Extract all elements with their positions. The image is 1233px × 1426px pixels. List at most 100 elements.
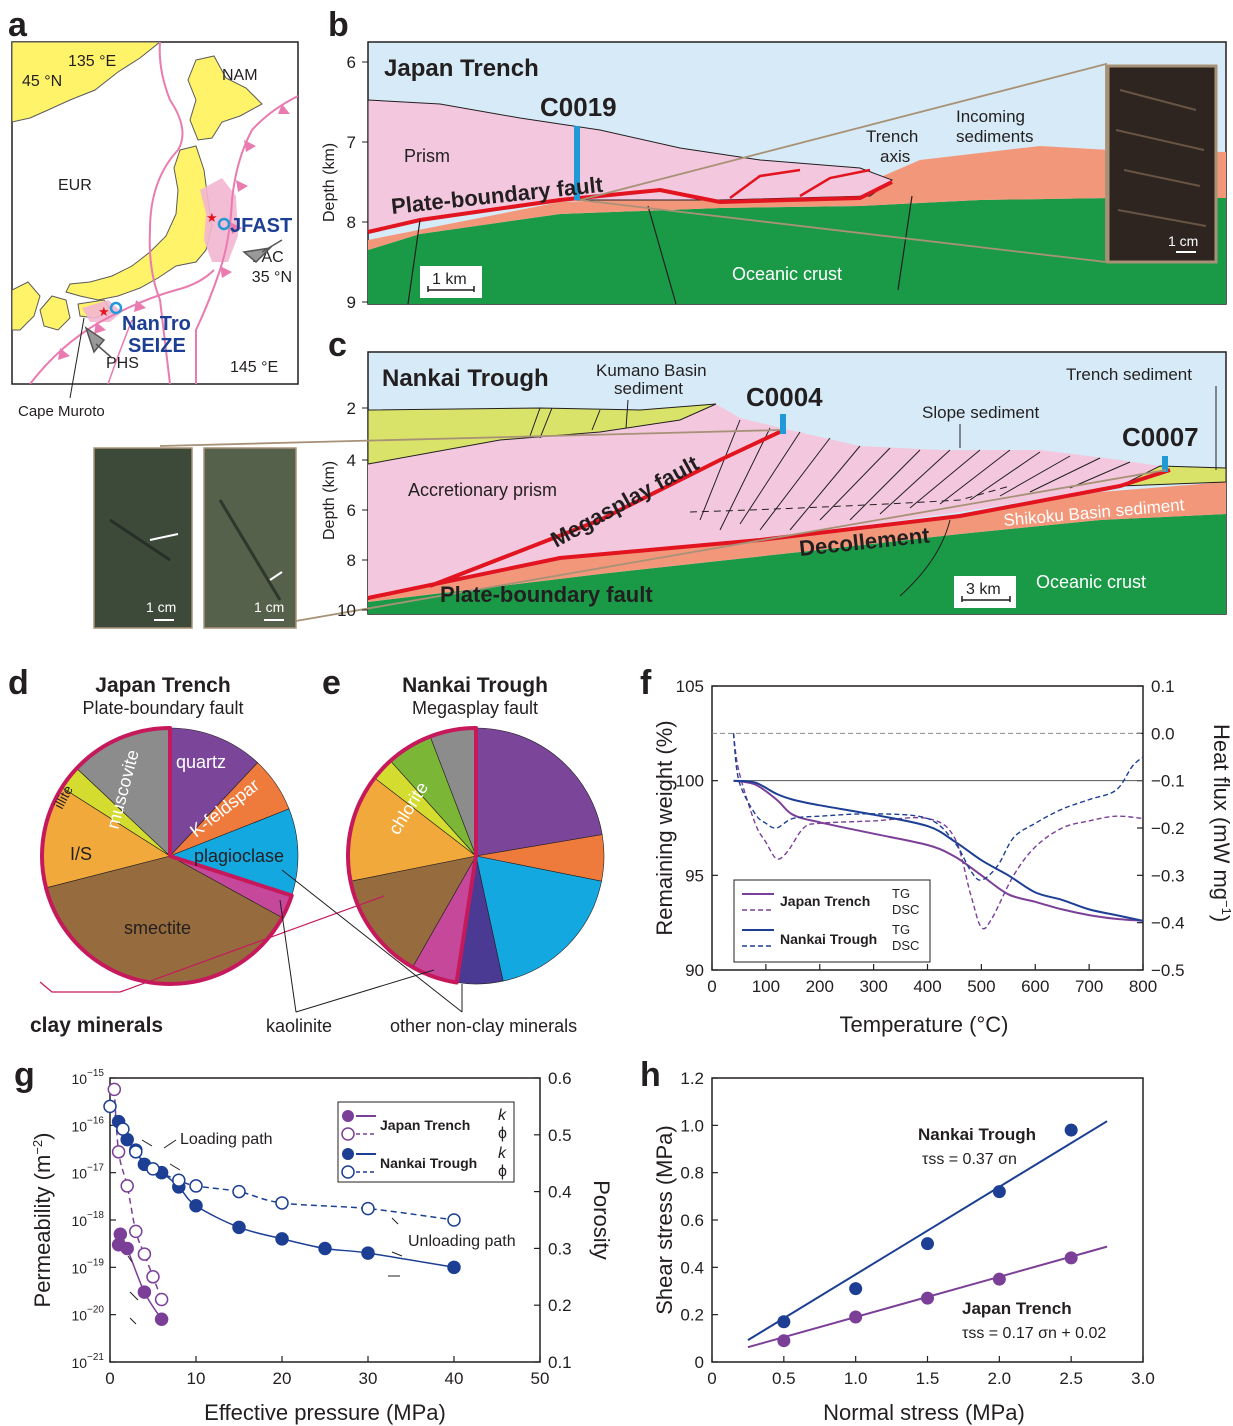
point-japan-trench	[849, 1310, 863, 1324]
trench-sediment-label: Trench sediment	[1066, 365, 1192, 384]
tick-label: 2.5	[1059, 1369, 1083, 1388]
map-lon-bottom: 145 °E	[230, 359, 278, 376]
oceanic-crust-b	[368, 198, 1226, 304]
axis-c: 2 4 6 8 10 Depth (km)	[321, 399, 368, 620]
oceanic-crust-label-c: Oceanic crust	[1036, 572, 1146, 592]
slice-label-plagioclase: plagioclase	[194, 846, 284, 866]
incoming-label-2: sediments	[956, 127, 1033, 146]
panel-d-subtitle: Plate-boundary fault	[82, 698, 243, 718]
tick-label: 1.0	[844, 1369, 868, 1388]
pie-chart-e	[346, 726, 605, 985]
site-c0004-marker	[780, 414, 786, 434]
tick-label: 10−18	[71, 1210, 104, 1229]
point-nankai-trough-	[232, 1184, 246, 1199]
point-japan-trench-	[111, 1145, 126, 1159]
plate-eur: EUR	[58, 177, 92, 194]
tick-label: 10−20	[71, 1305, 104, 1324]
panel-f-label: f	[640, 664, 652, 702]
point-nankai-trough	[992, 1185, 1006, 1199]
tick-label: 0	[695, 1353, 704, 1372]
epicenter-star-icon: ★	[206, 210, 218, 225]
panel-g-label: g	[14, 1056, 35, 1094]
tick-label: 10−16	[71, 1115, 104, 1134]
series-nankai-trough-dsc	[732, 733, 1144, 881]
clay-minerals-outline	[346, 726, 478, 985]
panel-d: d Japan Trench Plate-boundary fault quar…	[8, 664, 299, 986]
point-japan-trench	[992, 1272, 1006, 1286]
point-japan-trench-	[120, 1179, 134, 1193]
tick-label: 95	[685, 866, 704, 885]
panel-c-title: Nankai Trough	[382, 365, 549, 392]
point-japan-trench	[777, 1334, 791, 1348]
tick-label: 10−21	[71, 1352, 104, 1371]
panel-e-label: e	[322, 664, 341, 702]
tick-label: 400	[913, 977, 941, 996]
plate-nam: NAM	[222, 67, 258, 84]
point-nankai-trough-	[447, 1213, 461, 1227]
tick-label: 1.5	[916, 1369, 940, 1388]
legend-f-tg2: TG	[892, 922, 910, 937]
map-lon-top: 135 °E	[68, 53, 116, 70]
plate-phs: PHS	[106, 355, 139, 372]
photo-scale-c2: 1 cm	[254, 599, 284, 615]
tick-label: 0.2	[680, 1306, 704, 1325]
prism-label-b: Prism	[404, 146, 450, 166]
ytick-c: 6	[347, 501, 356, 520]
point-nankai-trough-	[189, 1179, 203, 1193]
legend-g: Japan Trench Nankai Trough k ϕ k ϕ	[337, 1101, 515, 1183]
point-nankai-trough	[849, 1282, 863, 1296]
tick-label: 0.3	[548, 1239, 572, 1258]
tick-label: 30	[359, 1369, 378, 1388]
tick-label: 0.1	[548, 1353, 572, 1372]
panel-b: b C0019 1 cm Japan Trench Prism Plate-bo…	[321, 6, 1227, 312]
pie-slice-quartz	[169, 727, 259, 857]
tick-label: 0	[707, 977, 716, 996]
slice-label-is: I/S	[70, 844, 92, 864]
point-japan-trench-	[137, 1247, 152, 1261]
series-japan-trench-tg	[733, 779, 1144, 922]
core-photo-megasplay	[93, 447, 193, 629]
point-nankai-trough-	[172, 1173, 186, 1187]
epicenter-star-icon: ★	[98, 304, 110, 319]
site-c0007-marker	[1162, 456, 1168, 472]
xlabel-g: Effective pressure (MPa)	[204, 1400, 446, 1425]
site-c0007-label: C0007	[1122, 422, 1199, 452]
point-nankai-trough-k	[361, 1246, 375, 1260]
tick-label: 200	[806, 977, 834, 996]
jfast-label: JFAST	[230, 215, 292, 237]
clay-minerals-callout: clay minerals	[30, 1014, 163, 1037]
other-nonclay-callout: other non-clay minerals	[390, 1016, 577, 1036]
xlabel-f: Temperature (°C)	[840, 1012, 1009, 1037]
tick-label: 2.0	[988, 1369, 1012, 1388]
site-c0019-marker	[574, 126, 580, 200]
tick-label: −0.4	[1151, 914, 1185, 933]
panel-c: c C0004 C0007 1 cm 1	[93, 326, 1227, 629]
point-japan-trench-k	[137, 1285, 152, 1299]
jt-label-h: Japan Trench	[962, 1299, 1072, 1318]
tick-label: 0.0	[1151, 724, 1175, 743]
plot-frame-h	[711, 1077, 1144, 1363]
series-h	[747, 1120, 1108, 1349]
legend-g-jt: Japan Trench	[380, 1117, 470, 1133]
point-nankai-trough	[921, 1237, 934, 1251]
site-c0004-label: C0004	[746, 382, 823, 412]
point-japan-trench-k	[154, 1312, 169, 1327]
ytick-c: 10	[337, 601, 356, 620]
pie-chart-d	[40, 726, 299, 986]
point-japan-trench-	[154, 1292, 169, 1307]
legend-f-dsc: DSC	[892, 902, 919, 917]
map-lat-mid: 35 °N	[252, 269, 292, 286]
plate-boundary-fault-label-c: Plate-boundary fault	[440, 582, 653, 607]
pac-motion-arrow-icon	[242, 239, 283, 264]
panel-b-label: b	[328, 6, 349, 44]
point-nankai-trough	[1064, 1123, 1078, 1137]
fit-line-nankai-trough	[747, 1120, 1108, 1341]
ytick-b: 9	[347, 293, 356, 312]
oceanic-crust-label-b: Oceanic crust	[732, 264, 842, 284]
tick-label: 50	[531, 1369, 550, 1388]
pie-slice-quartz	[475, 727, 603, 857]
point-nankai-trough-	[275, 1196, 289, 1210]
tick-label: 100	[676, 772, 704, 791]
point-nankai-trough-	[103, 1099, 117, 1114]
thrust-faults	[529, 407, 1131, 597]
